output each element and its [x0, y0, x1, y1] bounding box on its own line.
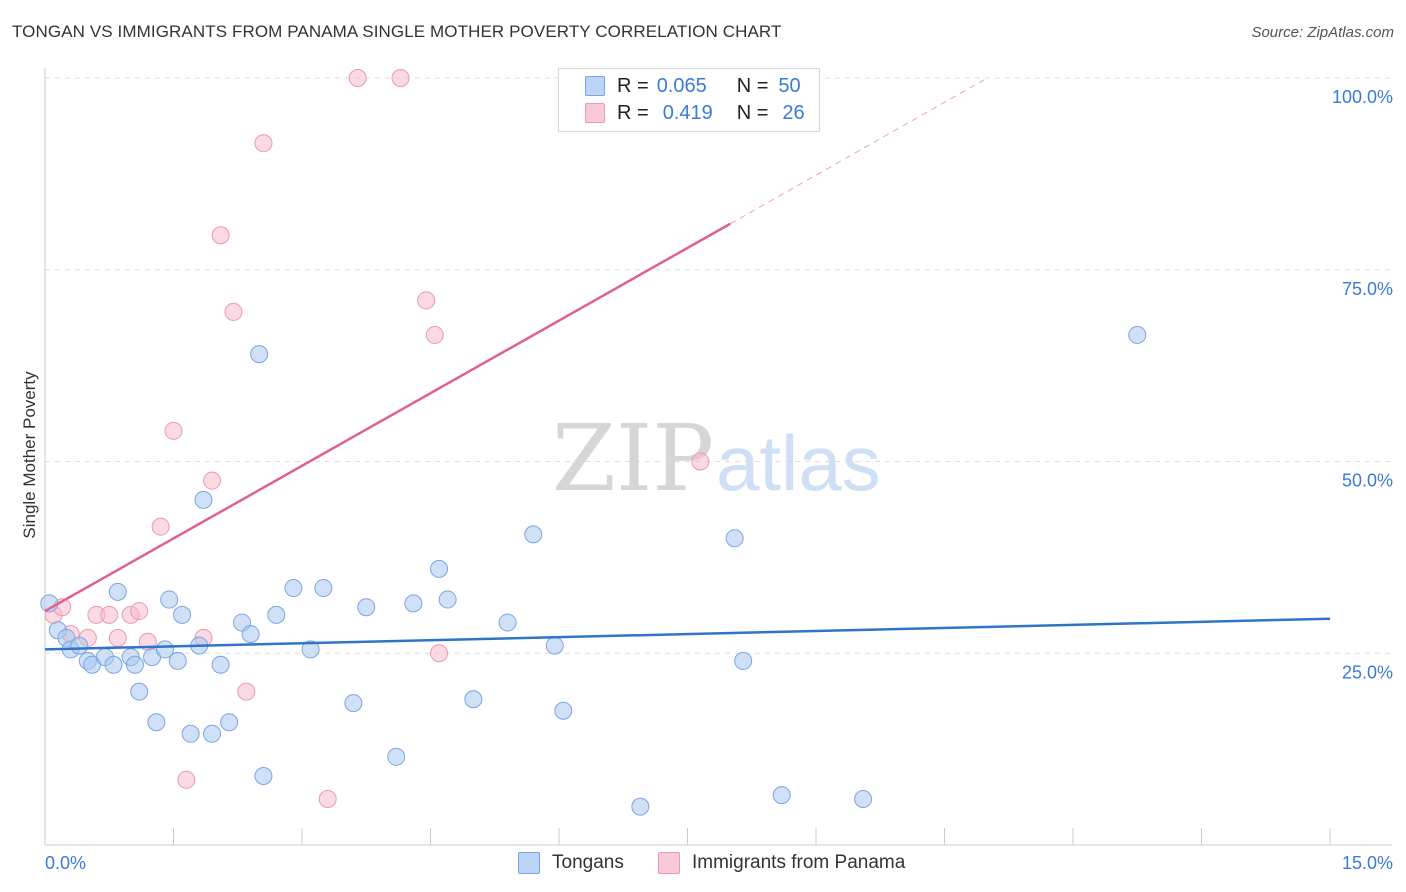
bottom-legend-label: Tongans	[552, 852, 624, 873]
trend-line-panama-extension	[730, 77, 988, 225]
point-tongans	[430, 559, 449, 578]
point-tongans	[734, 651, 753, 670]
y-tick-label: 100.0%	[1332, 87, 1393, 107]
point-panama	[164, 421, 183, 440]
point-tongans	[211, 655, 230, 674]
watermark-zip: ZIP	[552, 405, 714, 512]
legend-n-value: 50	[778, 74, 801, 97]
point-panama	[151, 517, 170, 536]
legend-n-value: 26	[782, 101, 805, 124]
point-tongans	[725, 529, 744, 548]
point-panama	[391, 69, 410, 87]
source-label: Source: ZipAtlas.com	[1251, 24, 1394, 41]
point-panama	[254, 134, 273, 153]
point-tongans	[194, 490, 213, 509]
legend-row-tongans: R = 0.065 N = 50	[585, 73, 801, 99]
point-panama	[691, 452, 710, 471]
point-tongans	[168, 651, 187, 670]
point-tongans	[545, 636, 564, 655]
bottom-legend-swatch-pink	[658, 852, 680, 874]
bottom-legend-panama: Immigrants from Panama	[658, 852, 905, 874]
point-tongans	[1128, 325, 1147, 344]
point-tongans	[854, 789, 873, 808]
bottom-legend-label: Immigrants from Panama	[692, 852, 906, 873]
point-tongans	[254, 766, 273, 785]
point-tongans	[357, 598, 376, 617]
point-tongans	[438, 590, 457, 609]
watermark: ZIP atlas	[552, 405, 881, 512]
point-tongans	[524, 525, 543, 544]
point-tongans	[250, 345, 269, 364]
point-panama	[177, 770, 196, 789]
point-panama	[203, 471, 222, 490]
legend-swatch-blue	[585, 76, 605, 96]
point-tongans	[104, 655, 123, 674]
axes	[44, 68, 1392, 846]
point-tongans	[241, 625, 260, 644]
point-panama	[348, 69, 367, 87]
point-tongans	[130, 682, 149, 701]
trend-line-tongans	[44, 617, 1331, 651]
point-tongans	[404, 594, 423, 613]
tick-labels: 100.0% 75.0% 50.0% 25.0% 0.0% 15.0%	[45, 87, 1393, 873]
watermark-atlas: atlas	[716, 419, 881, 507]
x-tick-label: 0.0%	[45, 853, 86, 873]
point-panama	[224, 302, 243, 321]
point-tongans	[344, 694, 363, 713]
trend-line-panama	[44, 222, 731, 613]
point-tongans	[181, 724, 200, 743]
legend-r-label: R =	[617, 101, 649, 124]
point-tongans	[772, 786, 791, 805]
point-tongans	[301, 640, 320, 659]
point-panama	[417, 291, 436, 310]
legend-n-label: N =	[736, 74, 769, 97]
legend-row-panama: R = 0.419 N = 26	[585, 100, 805, 126]
point-tongans	[284, 579, 303, 598]
point-tongans	[155, 640, 174, 659]
point-tongans	[554, 701, 573, 720]
point-panama	[108, 628, 127, 647]
point-panama	[430, 644, 449, 663]
y-tick-label: 75.0%	[1342, 279, 1393, 299]
legend-swatch-pink	[585, 103, 605, 123]
stats-legend: R = 0.065 N = 50 R = 0.419 N = 26	[558, 68, 820, 132]
legend-r-value: 0.065	[656, 74, 707, 97]
point-tongans	[108, 582, 127, 601]
y-tick-label: 50.0%	[1342, 471, 1393, 491]
chart-title: TONGAN VS IMMIGRANTS FROM PANAMA SINGLE …	[12, 22, 782, 41]
point-tongans	[498, 613, 517, 632]
point-tongans	[160, 590, 179, 609]
series-tongans	[40, 325, 1147, 816]
point-panama	[100, 605, 119, 624]
x-tick-label: 15.0%	[1342, 853, 1393, 873]
point-panama	[425, 325, 444, 344]
trend-lines	[44, 77, 1331, 651]
point-tongans	[631, 797, 650, 816]
point-panama	[211, 226, 230, 245]
point-tongans	[173, 605, 192, 624]
grid-lines	[45, 77, 1392, 654]
point-panama	[130, 602, 149, 621]
point-tongans	[314, 579, 333, 598]
point-tongans	[220, 713, 239, 732]
point-tongans	[70, 636, 89, 655]
point-tongans	[125, 655, 144, 674]
point-panama	[237, 682, 256, 701]
y-axis-label: Single Mother Poverty	[20, 371, 39, 539]
bottom-legend-tongans: Tongans	[518, 852, 624, 874]
point-panama	[318, 789, 337, 808]
legend-r-label: R =	[617, 74, 649, 97]
y-tick-label: 25.0%	[1342, 662, 1393, 682]
legend-n-label: N =	[736, 101, 769, 124]
point-tongans	[267, 605, 286, 624]
bottom-legend-swatch-blue	[518, 852, 540, 874]
point-tongans	[147, 713, 166, 732]
point-tongans	[203, 724, 222, 743]
legend-r-value: 0.419	[662, 101, 713, 124]
point-tongans	[387, 747, 406, 766]
point-tongans	[464, 690, 483, 709]
